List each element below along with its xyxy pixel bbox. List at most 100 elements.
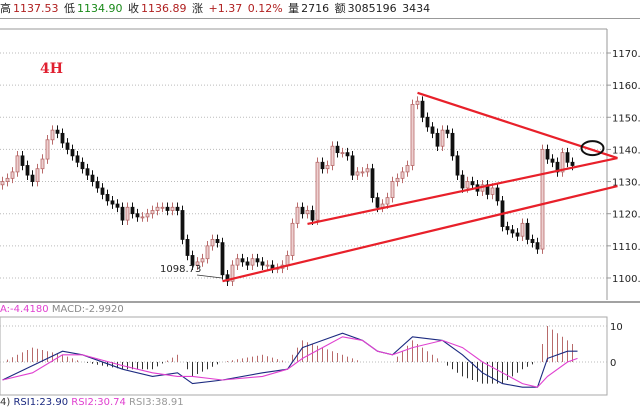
candle-body bbox=[325, 165, 330, 170]
candle-body bbox=[335, 145, 340, 154]
candle-body bbox=[435, 132, 440, 147]
candle-body bbox=[405, 165, 410, 173]
candle-body bbox=[535, 242, 540, 250]
candle-body bbox=[55, 129, 60, 134]
candle-body bbox=[75, 155, 80, 163]
candle-body bbox=[25, 165, 30, 176]
candle-body bbox=[15, 155, 20, 173]
candle-body bbox=[130, 206, 135, 215]
trendlines bbox=[222, 91, 618, 283]
candle-body bbox=[80, 161, 85, 170]
candle-body bbox=[330, 145, 335, 166]
candle-body bbox=[115, 203, 120, 208]
candle-body bbox=[440, 129, 445, 147]
candle-body bbox=[200, 258, 205, 263]
candle-body bbox=[290, 222, 295, 256]
candle-body bbox=[145, 213, 150, 218]
low-annotation-leader bbox=[196, 274, 223, 279]
candle-body bbox=[170, 206, 175, 211]
rsi-params: 4) bbox=[0, 397, 11, 408]
y-tick-label: 1120.0 bbox=[612, 210, 640, 221]
candle-body bbox=[310, 210, 315, 221]
candle-body bbox=[175, 206, 180, 211]
macd-header: A:-4.4180 MACD:-2.9920 bbox=[0, 304, 124, 315]
candle-body bbox=[190, 255, 195, 266]
y-tick-label: 1130.0 bbox=[612, 178, 640, 189]
candle-body bbox=[510, 229, 515, 234]
quote-bar: 高 1137.53 低 1134.90 收 1136.89 涨 +1.37 0.12%… bbox=[0, 0, 640, 19]
change-value: +1.37 bbox=[208, 2, 243, 15]
candle-body bbox=[520, 222, 525, 237]
candle-body bbox=[260, 261, 265, 266]
macd-tick-label: 10 bbox=[610, 322, 623, 333]
candle-body bbox=[525, 222, 530, 240]
candle-body bbox=[420, 100, 425, 118]
candle-body bbox=[110, 200, 115, 205]
low-label: 低 bbox=[64, 2, 75, 15]
candles bbox=[0, 96, 575, 287]
close-value: 1136.89 bbox=[141, 2, 187, 15]
candle-body bbox=[250, 258, 255, 266]
dea-value: A:-4.4180 bbox=[0, 304, 49, 315]
dea-line bbox=[2, 336, 578, 388]
high-label: 高 bbox=[0, 2, 11, 15]
candle-body bbox=[95, 181, 100, 189]
candle-body bbox=[505, 226, 510, 231]
candle-body bbox=[35, 168, 40, 182]
close-label: 收 bbox=[128, 2, 139, 15]
volume-value: 2716 bbox=[301, 2, 330, 15]
macd-panel-frame bbox=[0, 316, 608, 396]
candle-body bbox=[360, 171, 365, 174]
extra-value: 3434 bbox=[402, 2, 431, 15]
candle-body bbox=[530, 239, 535, 244]
candle-body bbox=[60, 132, 65, 144]
y-tick-label: 1160.0 bbox=[612, 81, 640, 92]
candle-body bbox=[465, 181, 470, 189]
candle-body bbox=[220, 242, 225, 276]
candle-body bbox=[210, 239, 215, 247]
candle-body bbox=[90, 174, 95, 182]
candle-body bbox=[120, 206, 125, 221]
candle-body bbox=[490, 187, 495, 195]
candle-body bbox=[240, 258, 245, 263]
candle-body bbox=[5, 177, 10, 182]
amount-value: 3085196 bbox=[347, 2, 397, 15]
candle-body bbox=[195, 261, 200, 266]
candle-body bbox=[85, 168, 90, 176]
candle-body bbox=[395, 177, 400, 182]
candle-body bbox=[215, 239, 220, 244]
candle-body bbox=[415, 100, 420, 105]
candle-body bbox=[445, 129, 450, 134]
low-value: 1134.90 bbox=[77, 2, 123, 15]
rsi3-value: RSI3:38.91 bbox=[129, 397, 184, 408]
candle-body bbox=[375, 197, 380, 208]
candle-body bbox=[370, 168, 375, 199]
candle-body bbox=[340, 152, 345, 155]
candle-body bbox=[20, 155, 25, 166]
candle-body bbox=[515, 232, 520, 237]
macd-panel: 10 0 bbox=[0, 322, 623, 388]
candle-body bbox=[400, 171, 405, 179]
candle-body bbox=[550, 158, 555, 163]
candle-body bbox=[470, 181, 475, 186]
candle-body bbox=[265, 264, 270, 267]
y-tick-label: 1100.0 bbox=[612, 274, 640, 285]
price-axis: 1100.0 1110.0 1120.0 1130.0 1140.0 1150.0 1160… bbox=[607, 49, 640, 285]
candle-body bbox=[155, 206, 160, 211]
candle-body bbox=[185, 239, 190, 256]
candle-body bbox=[140, 216, 145, 219]
candle-body bbox=[70, 149, 75, 157]
low-annotation: 1098.73 bbox=[160, 264, 201, 275]
candle-body bbox=[105, 194, 110, 202]
candle-body bbox=[235, 258, 240, 266]
candle-body bbox=[355, 171, 360, 176]
candle-body bbox=[545, 149, 550, 160]
candle-body bbox=[495, 187, 500, 202]
candle-body bbox=[385, 197, 390, 205]
trendline bbox=[307, 157, 618, 226]
trendline bbox=[417, 91, 618, 160]
high-value: 1137.53 bbox=[13, 2, 59, 15]
candle-body bbox=[135, 213, 140, 218]
candle-body bbox=[180, 210, 185, 240]
